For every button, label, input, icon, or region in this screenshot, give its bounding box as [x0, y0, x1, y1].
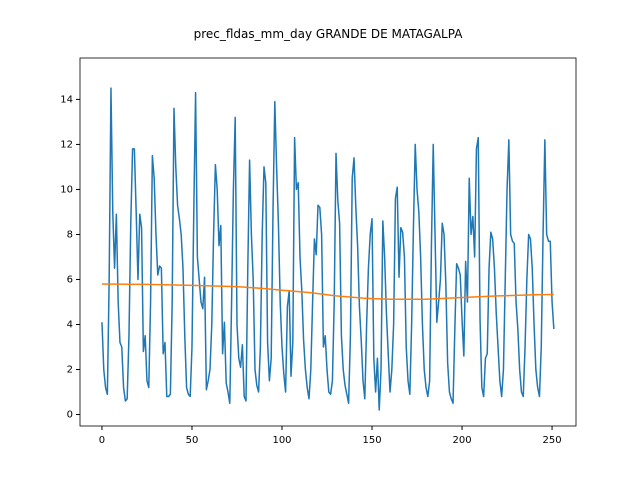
y-tick-label: 14: [60, 94, 73, 105]
x-tick-label: 250: [543, 435, 562, 446]
y-tick-label: 0: [67, 410, 73, 421]
x-tick-label: 150: [362, 435, 381, 446]
data-line: [101, 87, 555, 411]
x-tick-label: 100: [272, 435, 291, 446]
x-tick-label: 50: [186, 435, 199, 446]
y-tick-label: 12: [60, 139, 73, 150]
y-tick-label: 6: [67, 274, 73, 285]
y-tick-label: 2: [67, 365, 73, 376]
x-tick-label: 0: [99, 435, 105, 446]
data-line: [101, 283, 554, 301]
chart-title: prec_fldas_mm_day GRANDE DE MATAGALPA: [194, 27, 464, 41]
x-tick-label: 200: [452, 435, 471, 446]
plot-frame: [79, 57, 577, 427]
y-tick-label: 10: [60, 184, 73, 195]
y-tick-label: 8: [67, 229, 73, 240]
y-tick-label: 4: [67, 319, 73, 330]
